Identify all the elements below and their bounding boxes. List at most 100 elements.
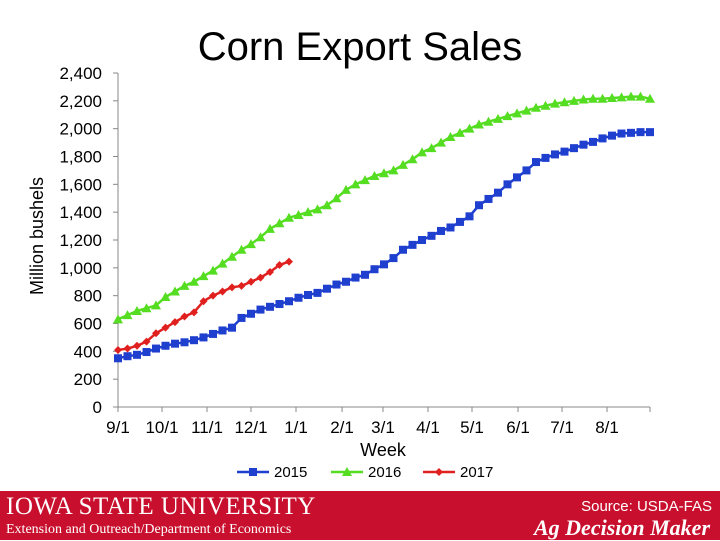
data-point-2015: [114, 354, 122, 363]
data-point-2016: [550, 98, 560, 108]
data-point-2015: [361, 270, 369, 279]
data-point-2015: [275, 300, 284, 309]
data-point-2015: [237, 313, 246, 322]
data-point-2015: [399, 245, 407, 254]
x-tick-label: 1/1: [284, 418, 308, 437]
series-line-2016: [117, 95, 651, 321]
y-tick-label: 800: [74, 287, 102, 306]
data-point-2017: [256, 273, 265, 282]
data-point-2016: [531, 102, 541, 112]
legend-label: 2017: [460, 464, 493, 481]
y-tick-label: 1,600: [59, 175, 102, 194]
data-point-2016: [189, 276, 199, 286]
legend: 2015 2016 2017: [237, 464, 493, 481]
series-2016: [113, 91, 655, 324]
data-point-2015: [560, 147, 569, 156]
data-point-2017: [218, 287, 227, 296]
x-tick-label: 11/1: [191, 418, 223, 437]
y-tick-label: 1,200: [59, 231, 102, 250]
data-point-2016: [512, 108, 522, 118]
data-point-2015: [627, 128, 635, 137]
data-point-2015: [456, 217, 464, 226]
data-point-2016: [578, 94, 589, 104]
data-point-2015: [427, 231, 436, 240]
data-point-2016: [502, 111, 513, 121]
data-point-2015: [437, 226, 445, 235]
data-point-2016: [350, 179, 361, 189]
data-point-2016: [569, 95, 579, 105]
data-point-2017: [247, 277, 255, 286]
data-point-2015: [389, 254, 398, 263]
data-point-2017: [228, 283, 236, 292]
data-point-2015: [446, 223, 455, 232]
x-axis-label: Week: [360, 440, 407, 460]
data-point-2016: [265, 223, 275, 233]
y-tick-label: 0: [93, 398, 102, 417]
data-point-2016: [331, 193, 342, 203]
data-point-2015: [332, 280, 341, 289]
series-line-2015: [117, 130, 650, 360]
data-point-2015: [646, 128, 654, 137]
data-point-2016: [293, 209, 304, 219]
footer-bar: IOWA STATE UNIVERSITY Extension and Outr…: [0, 491, 720, 540]
data-point-2015: [190, 336, 198, 345]
data-point-2015: [598, 134, 607, 143]
data-point-2017: [123, 344, 132, 353]
x-tick-label: 5/1: [460, 418, 484, 437]
data-point-2015: [294, 293, 303, 302]
data-point-2015: [475, 201, 483, 210]
data-point-2015: [608, 131, 616, 140]
legend-marker: [342, 467, 352, 476]
data-point-2017: [237, 281, 246, 290]
legend-item-2017: 2017: [423, 464, 493, 481]
y-tick-label: 2,400: [59, 64, 102, 83]
x-tick-label: 7/1: [550, 418, 574, 437]
y-axis-label: Million bushels: [27, 177, 47, 295]
data-point-2015: [522, 166, 531, 175]
data-point-2016: [341, 184, 351, 194]
data-point-2016: [559, 97, 570, 107]
data-point-2016: [483, 116, 494, 126]
data-point-2016: [360, 175, 370, 185]
data-point-2017: [275, 261, 284, 270]
y-tick-label: 400: [74, 342, 102, 361]
data-point-2016: [493, 113, 503, 123]
y-tick-label: 600: [74, 315, 102, 334]
data-point-2016: [217, 258, 228, 268]
data-point-2017: [190, 308, 198, 317]
series-2015: [114, 128, 654, 363]
data-point-2016: [132, 305, 142, 315]
axes: 0 200 400 600 800 1,000 1,200 1,400 1,600 1,800 2,…: [59, 64, 651, 437]
data-point-2016: [436, 137, 446, 147]
data-point-2016: [151, 300, 161, 310]
data-point-2016: [246, 239, 256, 249]
data-point-2016: [141, 303, 152, 313]
data-point-2016: [521, 105, 532, 115]
y-tick-label: 1,800: [59, 148, 102, 167]
data-point-2016: [255, 232, 266, 242]
data-point-2015: [579, 140, 588, 149]
data-point-2015: [551, 150, 559, 159]
data-point-2016: [464, 123, 475, 133]
data-point-2015: [617, 129, 626, 138]
data-point-2016: [540, 100, 551, 110]
data-point-2017: [133, 341, 141, 350]
data-point-2016: [369, 170, 380, 180]
data-point-2015: [171, 339, 179, 348]
data-point-2015: [418, 236, 426, 244]
data-point-2015: [503, 180, 512, 189]
data-point-2015: [199, 333, 208, 342]
university-name: IOWA STATE UNIVERSITY: [6, 493, 316, 520]
data-point-2016: [113, 314, 123, 324]
data-point-2015: [228, 323, 236, 332]
data-point-2015: [133, 350, 141, 359]
y-tick-label: 1,400: [59, 203, 102, 222]
x-tick-label: 3/1: [371, 418, 395, 437]
data-point-2015: [180, 338, 189, 347]
data-point-2016: [635, 91, 646, 101]
data-point-2016: [607, 93, 617, 103]
data-point-2015: [304, 290, 312, 299]
data-point-2017: [209, 291, 217, 300]
data-point-2016: [588, 93, 598, 103]
department-text: Extension and Outreach/Department of Eco…: [6, 522, 292, 537]
